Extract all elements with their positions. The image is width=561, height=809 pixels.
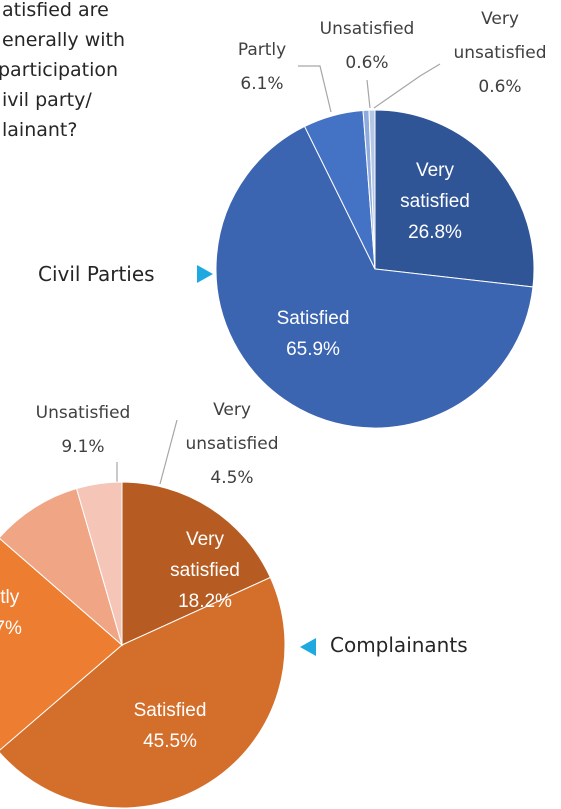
pie-slice (0, 538, 123, 751)
question-line: participation (0, 59, 119, 81)
slice-label: Partly 6.1% (222, 33, 302, 101)
category-label: Satisfied (276, 308, 350, 329)
category-label: Satisfied (133, 700, 207, 721)
question-line: atisfied are (2, 0, 109, 21)
slice-label: Unsatisfied 0.6% (307, 12, 427, 80)
pie-slice (0, 576, 286, 809)
value-label: 18.2% (178, 591, 232, 612)
question-line: enerally with (2, 29, 126, 51)
value-label: 65.9% (286, 339, 340, 360)
category-label: Very satisfied (170, 529, 240, 581)
value-label: 26.8% (408, 222, 462, 243)
pie-slice (374, 109, 535, 288)
slice-label: Very satisfied 26.8% (390, 155, 480, 248)
value-label: 22.7% (0, 618, 22, 639)
slice-label: Very satisfied 18.2% (160, 524, 250, 617)
slice-label: Satisfied 65.9% (263, 303, 363, 365)
category-label: Unsatisfied (319, 19, 415, 39)
arrow-right (197, 265, 213, 283)
question-line: ivil party/ (2, 89, 92, 111)
value-label: 6.1% (240, 74, 284, 94)
arrow-left (300, 638, 316, 656)
category-label: Unsatisfied (35, 403, 131, 423)
slice-label: Very unsatisfied 0.6% (440, 2, 560, 104)
leader-line (366, 79, 371, 109)
slice-label: Satisfied 45.5% (120, 695, 220, 757)
leader-line (373, 63, 441, 109)
slice-label: Partly 22.7% (0, 582, 35, 644)
value-label: 0.6% (345, 53, 389, 73)
category-label: Very unsatisfied (185, 400, 279, 454)
pie-slice (215, 125, 534, 429)
category-label: Partly (0, 587, 20, 608)
slice-label: Unsatisfied 9.1% (23, 396, 143, 464)
leader-line (298, 65, 332, 113)
chart-title: Civil Parties (38, 262, 155, 286)
pie-slice (75, 481, 123, 646)
pie-slice (121, 481, 272, 646)
category-label: Very unsatisfied (453, 9, 547, 63)
category-label: Very satisfied (400, 160, 470, 212)
value-label: 0.6% (478, 77, 522, 97)
chart-title: Complainants (330, 633, 468, 657)
category-label: Partly (237, 40, 287, 60)
value-label: 45.5% (143, 731, 197, 752)
value-label: 4.5% (210, 468, 254, 488)
leader-line (159, 419, 178, 485)
value-label: 9.1% (61, 437, 105, 457)
question-line: lainant? (2, 119, 78, 141)
slice-label: Very unsatisfied 4.5% (167, 393, 297, 495)
pie-slice (0, 487, 123, 647)
pie-slice (368, 109, 376, 270)
